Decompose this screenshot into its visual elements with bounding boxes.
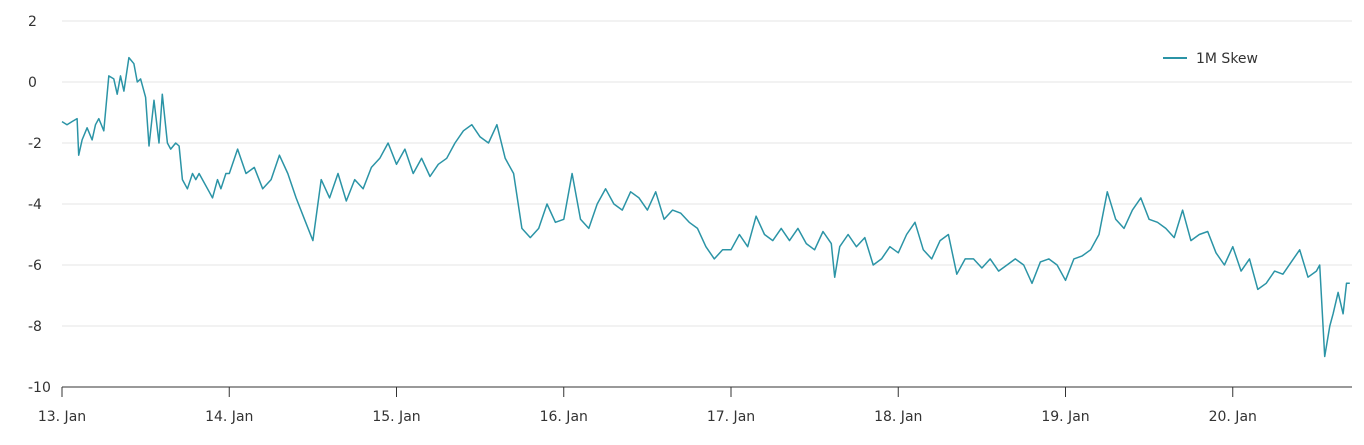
y-tick-label: -8	[28, 319, 42, 335]
series-line-1m-skew[interactable]	[61, 56, 1350, 358]
legend[interactable]: 1M Skew	[1163, 51, 1258, 67]
y-axis-ticks: 2 0 -2 -4 -6 -8 -10	[28, 14, 51, 396]
x-tick-label: 16. Jan	[540, 409, 588, 425]
x-tick-label: 14. Jan	[205, 409, 253, 425]
y-tick-label: -4	[28, 197, 42, 213]
y-tick-label: -10	[28, 380, 51, 396]
y-tick-label: -2	[28, 136, 42, 152]
y-tick-label: -6	[28, 258, 42, 274]
x-tick-label: 17. Jan	[707, 409, 755, 425]
x-tick-label: 18. Jan	[874, 409, 922, 425]
plot-area	[61, 56, 1350, 358]
x-tick-label: 15. Jan	[372, 409, 420, 425]
x-tick-label: 13. Jan	[38, 409, 86, 425]
x-axis: 13. Jan 14. Jan 15. Jan 16. Jan 17. Jan 18. J…	[38, 386, 1352, 425]
x-tick-label: 20. Jan	[1209, 409, 1257, 425]
y-tick-label: 2	[28, 14, 37, 30]
gridlines	[62, 20, 1352, 327]
y-tick-label: 0	[28, 75, 37, 91]
legend-label-1m-skew: 1M Skew	[1196, 51, 1258, 67]
x-tick-label: 19. Jan	[1041, 409, 1089, 425]
